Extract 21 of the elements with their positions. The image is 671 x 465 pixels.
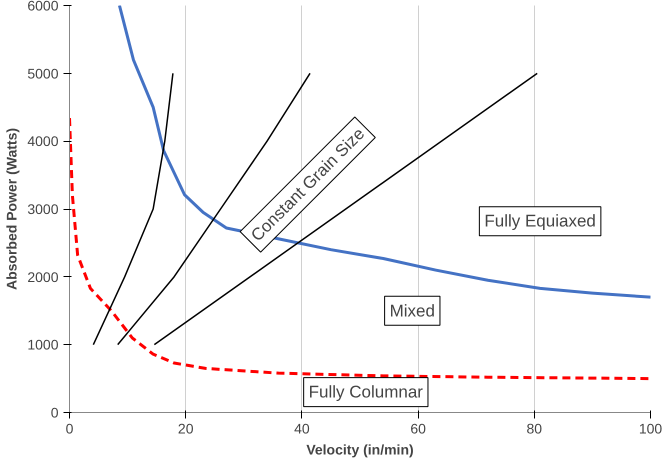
x-tick-label: 20 xyxy=(178,420,194,436)
x-tick-label: 100 xyxy=(638,420,662,436)
y-tick-label: 2000 xyxy=(27,268,59,285)
annotation: Fully Columnar xyxy=(308,382,424,402)
line-series xyxy=(92,72,174,346)
annotation: Mixed xyxy=(390,301,435,320)
y-tick-label: 0 xyxy=(50,404,59,420)
x-axis-title: Velocity (in/min) xyxy=(306,442,414,458)
annotation: Fully Equiaxed xyxy=(484,212,596,231)
line-series xyxy=(118,6,650,299)
y-tick-label: 3000 xyxy=(27,201,59,217)
y-tick-label: 5000 xyxy=(27,65,59,82)
x-tick-label: 0 xyxy=(66,420,74,436)
y-axis-title: Absorbed Power (Watts) xyxy=(3,128,20,290)
line-series xyxy=(70,116,650,380)
x-tick-label: 40 xyxy=(294,420,310,436)
y-tick-label: 6000 xyxy=(27,0,59,14)
y-tick-label: 1000 xyxy=(27,336,59,353)
x-tick-label: 60 xyxy=(410,420,426,436)
y-tick-label: 4000 xyxy=(27,133,59,150)
x-tick-label: 80 xyxy=(526,420,542,436)
